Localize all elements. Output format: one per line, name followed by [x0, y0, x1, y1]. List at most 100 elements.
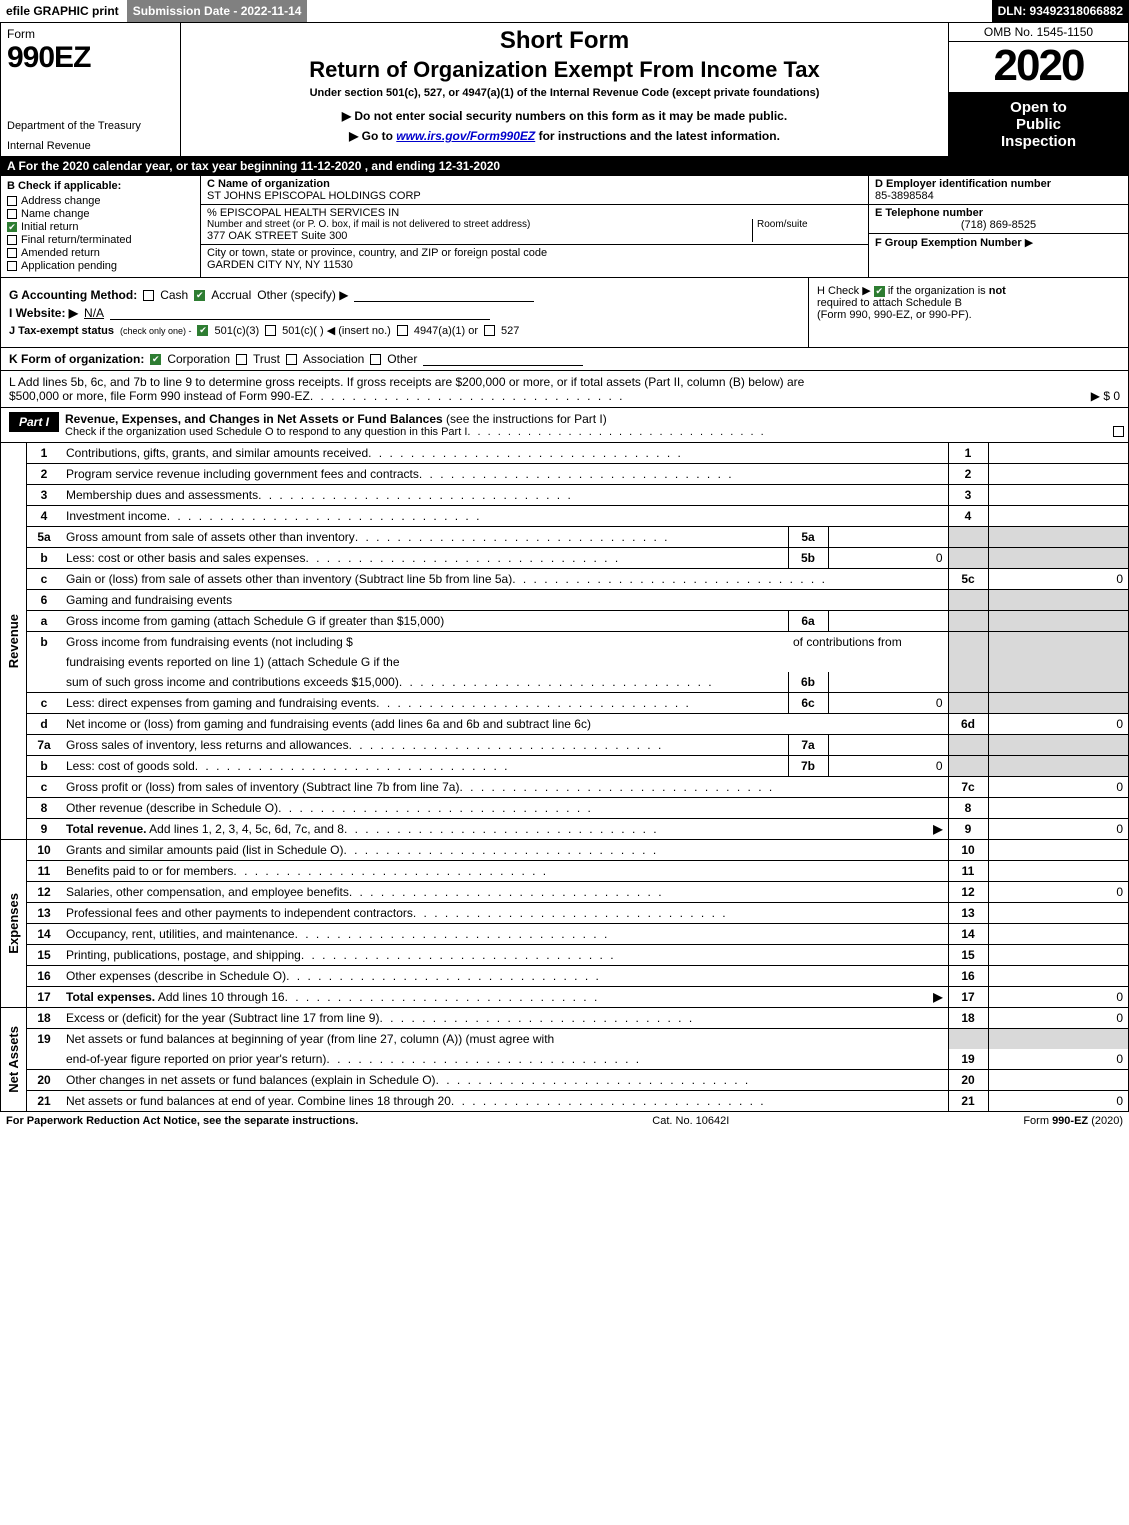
- expenses-table: 10Grants and similar amounts paid (list …: [27, 840, 1128, 1007]
- part1-sub: Check if the organization used Schedule …: [65, 426, 467, 438]
- line-refnum: 16: [948, 966, 988, 987]
- city-value: GARDEN CITY NY, NY 11530: [207, 259, 862, 271]
- line-num: 17: [27, 987, 61, 1008]
- line-subval: [828, 735, 948, 756]
- section-i: I Website: ▶ N/A: [9, 306, 800, 320]
- street-label: Number and street (or P. O. box, if mail…: [207, 219, 752, 230]
- line-subref: 6a: [788, 611, 828, 632]
- k-other-line[interactable]: [423, 352, 583, 366]
- line-refnum: 9: [948, 819, 988, 840]
- grey-cell: [948, 527, 988, 548]
- 527-checkbox[interactable]: [484, 325, 495, 336]
- dot-leader: [376, 696, 782, 710]
- line-6d: dNet income or (loss) from gaming and fu…: [27, 714, 1128, 735]
- check-address-change[interactable]: Address change: [7, 195, 194, 207]
- page-footer: For Paperwork Reduction Act Notice, see …: [0, 1112, 1129, 1130]
- title-return: Return of Organization Exempt From Incom…: [189, 57, 940, 83]
- care-of: % EPISCOPAL HEALTH SERVICES IN: [207, 207, 862, 219]
- 501c3-checkbox[interactable]: ✔: [197, 325, 208, 336]
- line-value: 0: [988, 714, 1128, 735]
- dot-leader: [301, 948, 943, 962]
- line-20: 20Other changes in net assets or fund ba…: [27, 1070, 1128, 1091]
- line-text: sum of such gross income and contributio…: [66, 675, 399, 689]
- line-6b-1: bGross income from fundraising events (n…: [27, 632, 1128, 653]
- expenses-label-text: Expenses: [4, 889, 23, 958]
- line-5b: bLess: cost or other basis and sales exp…: [27, 548, 1128, 569]
- line-text: Professional fees and other payments to …: [66, 906, 413, 920]
- line-text: Net assets or fund balances at end of ye…: [66, 1094, 451, 1108]
- h-text1: if the organization is: [888, 285, 989, 297]
- line-num: 11: [27, 861, 61, 882]
- arrow-icon: ▶: [933, 822, 942, 836]
- line-num: 19: [27, 1029, 61, 1050]
- line-21: 21 Net assets or fund balances at end of …: [27, 1091, 1128, 1112]
- form-header: Form 990EZ Department of the Treasury In…: [1, 23, 1128, 157]
- footer-mid: Cat. No. 10642I: [652, 1115, 729, 1127]
- ssn-warning: ▶ Do not enter social security numbers o…: [189, 109, 940, 123]
- header-right-block: OMB No. 1545-1150 2020 Open to Public In…: [948, 23, 1128, 156]
- line-refnum: 2: [948, 464, 988, 485]
- note2-prefix: ▶ Go to: [349, 129, 396, 143]
- line-num: 4: [27, 506, 61, 527]
- 501c-checkbox[interactable]: [265, 325, 276, 336]
- check-name-change[interactable]: Name change: [7, 208, 194, 220]
- open-to-public: Open to Public Inspection: [949, 93, 1128, 156]
- title-short-form: Short Form: [189, 27, 940, 55]
- check-application-pending[interactable]: Application pending: [7, 260, 194, 272]
- check-initial-return[interactable]: ✔Initial return: [7, 221, 194, 233]
- section-j: J Tax-exempt status (check only one) - ✔…: [9, 324, 800, 337]
- line-19-2: end-of-year figure reported on prior yea…: [27, 1049, 1128, 1070]
- group-exemption-label: F Group Exemption Number: [875, 237, 1022, 249]
- accrual-checkbox[interactable]: ✔: [194, 290, 205, 301]
- line-subval: 0: [828, 756, 948, 777]
- 4947-checkbox[interactable]: [397, 325, 408, 336]
- dot-leader: [379, 1011, 942, 1025]
- other-checkbox[interactable]: [370, 354, 381, 365]
- line-refnum: 3: [948, 485, 988, 506]
- grey-cell: [988, 672, 1128, 693]
- line-16: 16Other expenses (describe in Schedule O…: [27, 966, 1128, 987]
- check-final-return[interactable]: Final return/terminated: [7, 234, 194, 246]
- line-2: 2Program service revenue including gover…: [27, 464, 1128, 485]
- open-line3: Inspection: [949, 133, 1128, 150]
- dot-leader: [233, 864, 942, 878]
- corporation-checkbox[interactable]: ✔: [150, 354, 161, 365]
- footer-right-bold: 990-EZ: [1052, 1115, 1088, 1127]
- 501c-label: 501(c)( ) ◀ (insert no.): [282, 324, 391, 337]
- instructions-line: ▶ Go to www.irs.gov/Form990EZ for instru…: [189, 129, 940, 143]
- line-6a: aGross income from gaming (attach Schedu…: [27, 611, 1128, 632]
- line-value: [988, 506, 1128, 527]
- h-prefix: H Check ▶: [817, 285, 871, 297]
- org-name-row: C Name of organization ST JOHNS EPISCOPA…: [201, 176, 868, 205]
- l-amount: ▶ $ 0: [1091, 389, 1120, 403]
- k-opt-corp: Corporation: [167, 352, 230, 366]
- street-value: 377 OAK STREET Suite 300: [207, 230, 752, 242]
- section-c-name-address: C Name of organization ST JOHNS EPISCOPA…: [201, 176, 868, 277]
- part1-header: Part I Revenue, Expenses, and Changes in…: [1, 408, 1128, 443]
- line-text: end-of-year figure reported on prior yea…: [66, 1052, 326, 1066]
- k-opt-assoc: Association: [303, 352, 364, 366]
- check-amended-return[interactable]: Amended return: [7, 247, 194, 259]
- line-num: a: [27, 611, 61, 632]
- line-refnum: 18: [948, 1008, 988, 1029]
- dot-leader: [344, 822, 933, 836]
- line-num: 10: [27, 840, 61, 861]
- irs-link[interactable]: www.irs.gov/Form990EZ: [396, 129, 535, 143]
- omb-number: OMB No. 1545-1150: [949, 23, 1128, 42]
- line-subref: 5b: [788, 548, 828, 569]
- efile-top-bar: efile GRAPHIC print Submission Date - 20…: [0, 0, 1129, 22]
- trust-checkbox[interactable]: [236, 354, 247, 365]
- efile-print-label[interactable]: efile GRAPHIC print: [0, 0, 127, 22]
- line-text: Net assets or fund balances at beginning…: [61, 1029, 948, 1050]
- part1-checkbox[interactable]: [1108, 424, 1128, 442]
- line-text: Gross sales of inventory, less returns a…: [66, 738, 349, 752]
- h-checkbox[interactable]: ✔: [874, 286, 885, 297]
- line-12: 12Salaries, other compensation, and empl…: [27, 882, 1128, 903]
- line-refnum: 21: [948, 1091, 988, 1112]
- cash-checkbox[interactable]: [143, 290, 154, 301]
- entity-info-block: B Check if applicable: Address change Na…: [1, 176, 1128, 278]
- other-specify-line[interactable]: [354, 288, 534, 302]
- line-9: 9Total revenue. Add lines 1, 2, 3, 4, 5c…: [27, 819, 1128, 840]
- line-text: Investment income: [66, 509, 167, 523]
- association-checkbox[interactable]: [286, 354, 297, 365]
